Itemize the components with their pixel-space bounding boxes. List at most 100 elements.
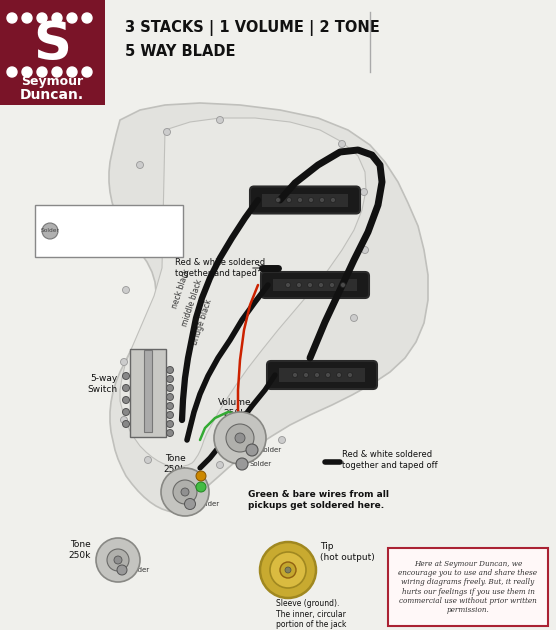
Text: Solder: Solder	[41, 229, 59, 234]
Bar	[35, 205, 183, 257]
Circle shape	[340, 282, 345, 287]
Bar	[273, 279, 357, 291]
Circle shape	[166, 394, 173, 401]
Circle shape	[82, 13, 92, 23]
Text: neck black: neck black	[170, 268, 191, 310]
Text: Duncan.: Duncan.	[20, 88, 84, 102]
Circle shape	[96, 538, 140, 582]
Text: Tone
250k: Tone 250k	[164, 454, 186, 474]
Text: = location for ground
(earth) connections.: = location for ground (earth) connection…	[64, 215, 161, 235]
Bar	[144, 350, 152, 432]
Text: Tip
(hot output): Tip (hot output)	[320, 542, 375, 562]
Circle shape	[348, 372, 353, 377]
Circle shape	[336, 372, 341, 377]
Circle shape	[122, 396, 130, 403]
Circle shape	[52, 13, 62, 23]
FancyBboxPatch shape	[267, 361, 377, 389]
Text: 5 WAY BLADE: 5 WAY BLADE	[125, 45, 236, 59]
Circle shape	[163, 129, 171, 135]
Circle shape	[216, 462, 224, 469]
Text: Solder: Solder	[260, 447, 282, 453]
Circle shape	[166, 384, 173, 391]
Text: Solder: Solder	[197, 501, 219, 507]
Circle shape	[166, 420, 173, 428]
Circle shape	[122, 420, 130, 428]
Circle shape	[122, 287, 130, 294]
Circle shape	[7, 67, 17, 77]
Circle shape	[320, 197, 325, 202]
Circle shape	[166, 411, 173, 418]
Circle shape	[322, 374, 330, 382]
Circle shape	[67, 67, 77, 77]
FancyBboxPatch shape	[250, 186, 360, 214]
Circle shape	[315, 372, 320, 377]
Circle shape	[161, 468, 209, 516]
Bar	[279, 368, 365, 382]
Circle shape	[304, 372, 309, 377]
Circle shape	[145, 457, 151, 464]
Circle shape	[121, 358, 127, 365]
Circle shape	[127, 217, 133, 224]
Circle shape	[173, 480, 197, 504]
Circle shape	[236, 458, 248, 470]
Circle shape	[280, 562, 296, 578]
Circle shape	[67, 13, 77, 23]
Text: Green & bare wires from all
pickups get soldered here.: Green & bare wires from all pickups get …	[248, 490, 389, 510]
Circle shape	[330, 197, 335, 202]
Circle shape	[121, 416, 127, 423]
Circle shape	[122, 384, 130, 391]
Polygon shape	[0, 0, 42, 52]
Text: Seymour: Seymour	[21, 76, 83, 88]
Circle shape	[350, 314, 358, 321]
Circle shape	[361, 246, 369, 253]
Circle shape	[339, 140, 345, 147]
Text: Volume
250k: Volume 250k	[218, 398, 252, 418]
Text: Red & white soldered
together and taped off: Red & white soldered together and taped …	[175, 258, 271, 278]
Polygon shape	[109, 103, 428, 512]
Circle shape	[37, 13, 47, 23]
Text: 3 STACKS | 1 VOLUME | 2 TONE: 3 STACKS | 1 VOLUME | 2 TONE	[125, 20, 380, 36]
Circle shape	[325, 372, 330, 377]
Circle shape	[226, 424, 254, 452]
Bar	[262, 193, 348, 207]
Circle shape	[42, 223, 58, 239]
Circle shape	[214, 412, 266, 464]
Circle shape	[122, 408, 130, 416]
Polygon shape	[105, 0, 125, 105]
Circle shape	[22, 67, 32, 77]
Bar	[130, 349, 166, 437]
Circle shape	[37, 67, 47, 77]
Text: Solder: Solder	[250, 461, 272, 467]
Circle shape	[114, 556, 122, 564]
Circle shape	[181, 488, 189, 496]
Circle shape	[292, 372, 297, 377]
Circle shape	[246, 444, 258, 456]
Text: Here at Seymour Duncan, we
encourage you to use and share these
wiring diagrams : Here at Seymour Duncan, we encourage you…	[399, 560, 538, 614]
Text: Sleeve (ground).
The inner, circular
portion of the jack: Sleeve (ground). The inner, circular por…	[276, 599, 346, 629]
Text: S: S	[33, 19, 71, 71]
Text: middle black: middle black	[180, 278, 203, 328]
Circle shape	[330, 282, 335, 287]
Circle shape	[122, 372, 130, 379]
Circle shape	[235, 433, 245, 443]
Circle shape	[137, 161, 143, 168]
Circle shape	[279, 437, 285, 444]
Circle shape	[276, 197, 280, 202]
Circle shape	[107, 549, 129, 571]
Circle shape	[297, 197, 302, 202]
Circle shape	[319, 282, 324, 287]
Circle shape	[52, 67, 62, 77]
Polygon shape	[120, 118, 366, 467]
Circle shape	[22, 13, 32, 23]
Circle shape	[260, 542, 316, 598]
Circle shape	[307, 282, 312, 287]
Text: Red & white soldered
together and taped off: Red & white soldered together and taped …	[342, 450, 438, 470]
Text: 5-way
Switch: 5-way Switch	[88, 374, 118, 394]
Circle shape	[285, 567, 291, 573]
Text: Tone
250k: Tone 250k	[69, 541, 91, 559]
Circle shape	[185, 498, 196, 510]
Circle shape	[216, 117, 224, 123]
Circle shape	[82, 67, 92, 77]
Circle shape	[360, 188, 368, 195]
Circle shape	[117, 565, 127, 575]
